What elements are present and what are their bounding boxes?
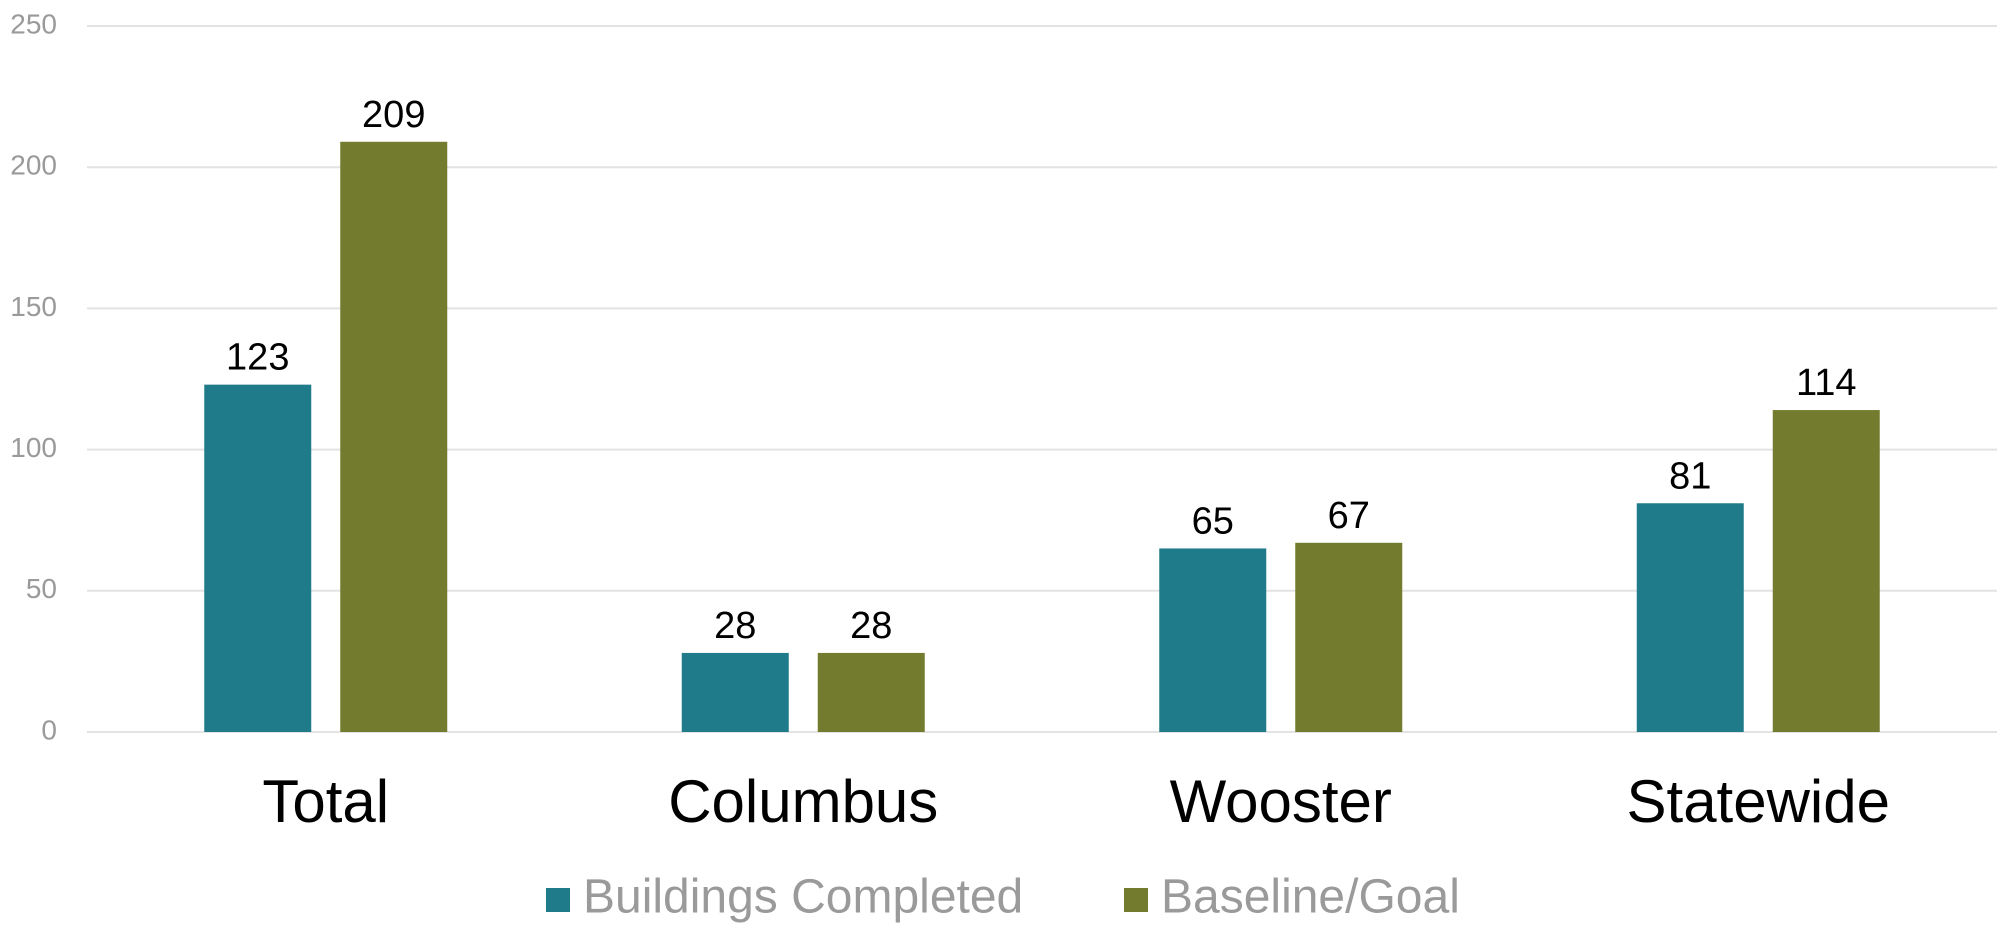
y-tick-label: 200: [10, 150, 57, 181]
legend-label: Baseline/Goal: [1161, 871, 1460, 924]
y-tick-label: 50: [26, 573, 57, 604]
x-tick-label: Columbus: [668, 768, 938, 835]
legend-swatch: [546, 888, 570, 912]
y-tick-label: 150: [10, 291, 57, 322]
y-tick-label: 250: [10, 8, 57, 39]
x-tick-label: Total: [262, 768, 389, 835]
x-tick-label: Statewide: [1627, 768, 1891, 835]
data-label: 28: [850, 605, 892, 647]
data-label: 65: [1192, 500, 1234, 542]
bar: [1636, 503, 1744, 732]
legend-label: Buildings Completed: [583, 871, 1023, 924]
bar: [204, 384, 312, 732]
data-label: 67: [1328, 495, 1370, 537]
bar: [1159, 548, 1267, 732]
bar: [817, 652, 925, 732]
data-label: 81: [1669, 455, 1711, 497]
y-tick-label: 100: [10, 432, 57, 463]
legend-swatch: [1124, 888, 1148, 912]
data-label: 28: [714, 605, 756, 647]
bar: [681, 652, 789, 732]
bar: [340, 141, 448, 732]
bar: [1295, 542, 1403, 732]
x-tick-label: Wooster: [1170, 768, 1392, 835]
data-label: 123: [226, 337, 289, 379]
y-tick-label: 0: [41, 714, 57, 745]
data-label: 114: [1796, 362, 1857, 404]
bar: [1772, 410, 1880, 732]
data-label: 209: [362, 94, 425, 136]
